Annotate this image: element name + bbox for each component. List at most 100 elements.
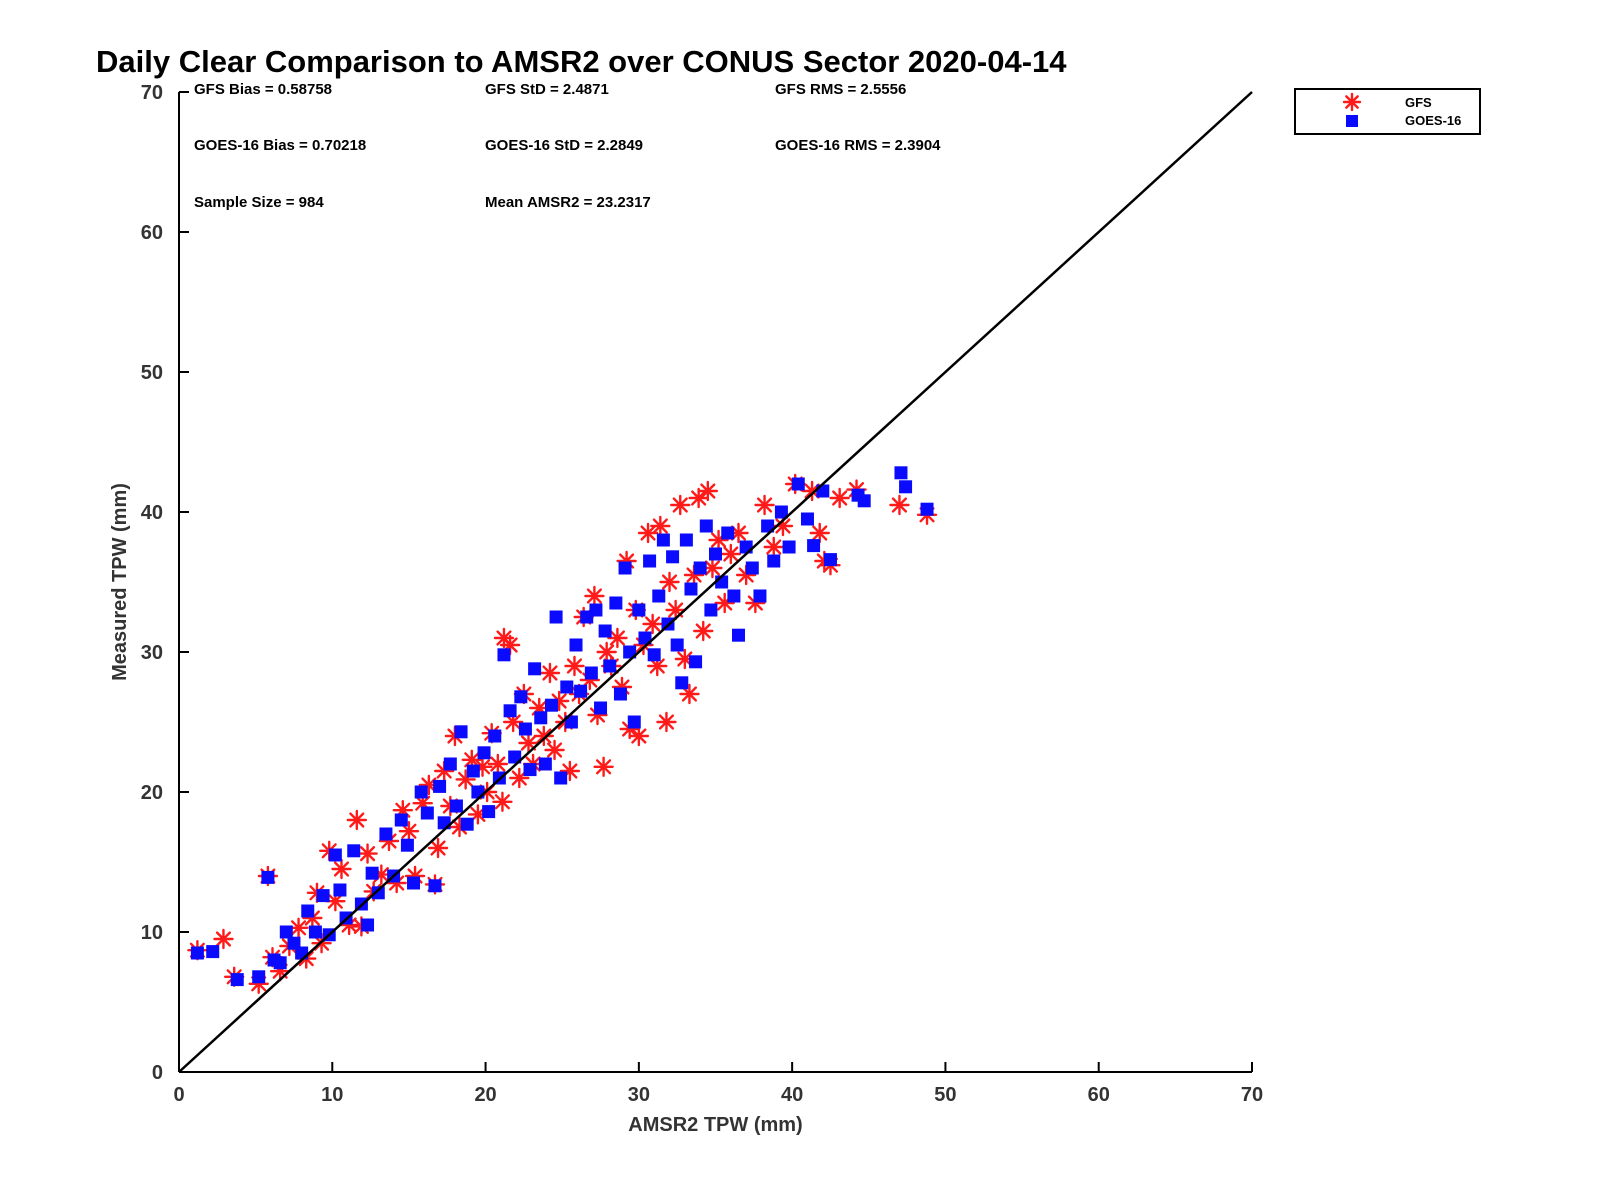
legend-label-gfs: GFS [1405, 95, 1432, 110]
point-goes16-39 [482, 805, 496, 819]
point-goes16-20 [365, 866, 379, 880]
stat-gfs-std: GFS StD = 2.4871 [485, 81, 609, 98]
point-gfs-57 [564, 655, 585, 677]
point-goes16-83 [699, 519, 713, 533]
point-goes16-2 [230, 973, 244, 987]
point-gfs-71 [628, 725, 650, 747]
point-goes16-54 [560, 680, 574, 694]
point-goes16-73 [652, 589, 666, 603]
point-goes16-92 [753, 589, 767, 603]
point-gfs-64 [596, 641, 617, 663]
x-tick-label-20: 20 [474, 1084, 496, 1106]
x-tick-label-60: 60 [1088, 1084, 1110, 1106]
x-tick-label-70: 70 [1241, 1084, 1263, 1106]
point-gfs-61 [584, 585, 605, 607]
legend-marker-goes16 [1346, 115, 1358, 127]
x-tick-label-40: 40 [781, 1084, 803, 1106]
point-goes16-71 [643, 554, 657, 568]
point-goes16-88 [727, 589, 741, 603]
point-goes16-33 [449, 799, 463, 813]
stats-annotations: GFS Bias = 0.58758 GFS StD = 2.4871 GFS … [194, 81, 941, 211]
point-goes16-40 [488, 729, 502, 743]
point-goes16-49 [534, 711, 548, 725]
point-goes16-63 [603, 659, 617, 673]
stat-mean-amsr2: Mean AMSR2 = 23.2317 [485, 194, 651, 211]
y-tick-label-20: 20 [141, 782, 163, 804]
point-goes16-68 [627, 715, 641, 729]
point-gfs-30 [427, 837, 449, 859]
one-to-one-line [178, 91, 1253, 1073]
stat-goes16-rms: GOES-16 RMS = 2.3904 [775, 137, 941, 154]
point-goes16-46 [518, 722, 532, 736]
point-goes16-79 [679, 533, 693, 547]
point-gfs-63 [593, 756, 614, 777]
y-tick-label-0: 0 [152, 1062, 163, 1084]
y-tick-label-40: 40 [141, 502, 163, 524]
x-tick-label-10: 10 [321, 1084, 343, 1106]
point-goes16-74 [656, 533, 670, 547]
point-goes16-7 [279, 925, 293, 939]
point-gfs-8 [288, 917, 309, 938]
point-goes16-96 [782, 540, 796, 554]
point-goes16-27 [414, 785, 428, 799]
point-goes16-48 [528, 662, 542, 676]
point-goes16-43 [503, 704, 517, 718]
point-gfs-42 [492, 791, 513, 812]
point-goes16-87 [721, 526, 735, 540]
axes: 0 10 20 30 40 50 60 70 0 10 20 30 40 50 60 70 [141, 82, 1263, 1106]
point-goes16-66 [618, 561, 632, 575]
point-goes16-6 [273, 956, 287, 970]
point-goes16-95 [774, 505, 788, 519]
point-goes16-65 [613, 687, 627, 701]
point-gfs-76 [650, 515, 671, 537]
point-goes16-97 [791, 477, 805, 491]
point-goes16-61 [594, 701, 608, 715]
point-goes16-85 [709, 547, 722, 561]
point-goes16-25 [400, 838, 414, 852]
point-goes16-78 [675, 676, 689, 690]
point-goes16-15 [333, 883, 347, 897]
point-gfs-79 [665, 599, 686, 621]
point-gfs-78 [659, 571, 680, 593]
y-tick-label-50: 50 [141, 362, 163, 384]
point-gfs-95 [763, 536, 784, 558]
point-goes16-3 [261, 870, 275, 884]
point-goes16-84 [704, 603, 718, 617]
point-goes16-77 [670, 638, 684, 652]
point-gfs-94 [754, 494, 775, 516]
point-goes16-93 [761, 519, 775, 533]
point-goes16-17 [347, 844, 361, 858]
legend-box [1294, 88, 1481, 135]
point-goes16-104 [894, 466, 908, 480]
point-goes16-47 [523, 763, 537, 777]
point-goes16-30 [433, 779, 447, 793]
y-tick-label-10: 10 [141, 922, 163, 944]
point-goes16-26 [407, 876, 421, 890]
point-goes16-56 [569, 638, 583, 652]
reference-line-group [178, 91, 1253, 1073]
point-goes16-106 [920, 502, 934, 516]
point-goes16-32 [443, 757, 457, 771]
stat-gfs-bias: GFS Bias = 0.58758 [194, 81, 332, 98]
point-goes16-72 [647, 648, 661, 662]
point-gfs-77 [656, 711, 677, 733]
point-goes16-82 [693, 561, 707, 575]
point-goes16-37 [471, 785, 485, 799]
point-goes16-34 [454, 725, 468, 739]
stat-sample-size: Sample Size = 984 [194, 194, 324, 211]
y-tick-label-30: 30 [141, 642, 163, 664]
point-goes16-4 [252, 970, 266, 984]
point-goes16-98 [800, 512, 814, 526]
stat-goes16-bias: GOES-16 Bias = 0.70218 [194, 137, 366, 154]
x-tick-label-0: 0 [173, 1084, 184, 1106]
point-goes16-12 [316, 889, 330, 903]
point-gfs-86 [697, 480, 719, 502]
point-goes16-91 [745, 561, 759, 575]
point-gfs-1 [213, 928, 234, 950]
point-gfs-74 [642, 613, 663, 635]
point-goes16-103 [857, 494, 871, 508]
point-goes16-64 [609, 596, 623, 610]
point-gfs-104 [889, 494, 910, 516]
chart-title: Daily Clear Comparison to AMSR2 over CON… [96, 44, 1067, 79]
